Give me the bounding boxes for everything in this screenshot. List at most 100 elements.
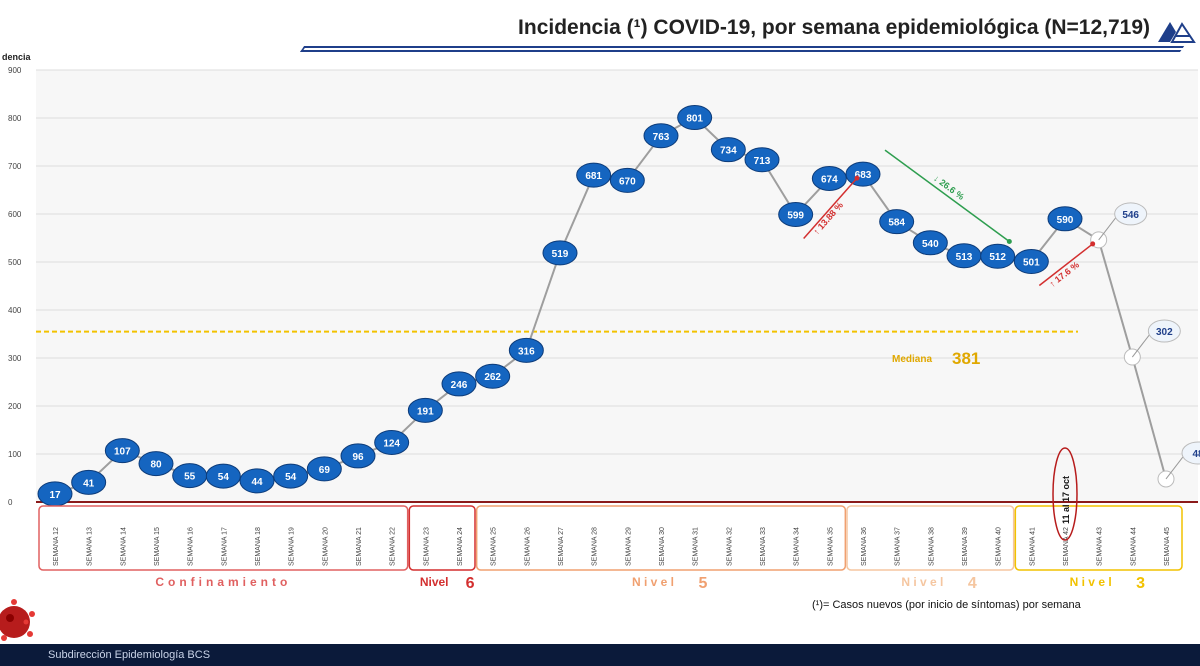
y-tick-label: 100	[8, 450, 22, 459]
data-point	[441, 371, 477, 397]
data-label: 80	[150, 460, 162, 471]
data-label: 763	[653, 132, 670, 143]
data-label: 246	[451, 380, 468, 391]
data-label: 540	[922, 239, 939, 250]
x-tick-label: SEMANA 17	[221, 527, 228, 566]
data-point	[407, 397, 443, 423]
data-label: 513	[956, 252, 973, 263]
y-tick-label: 900	[8, 66, 22, 75]
period-group-number: 6	[466, 575, 475, 592]
data-point	[912, 230, 948, 256]
x-tick-label: SEMANA 21	[356, 527, 363, 566]
data-label: 590	[1057, 215, 1074, 226]
x-tick-label: SEMANA 41	[1029, 527, 1036, 566]
data-label-bubble	[1147, 319, 1181, 343]
period-group-number: 3	[1136, 575, 1145, 592]
title-underline	[300, 46, 1185, 52]
data-label: 584	[888, 218, 905, 229]
x-tick-label: SEMANA 43	[1097, 527, 1104, 566]
x-tick-label: SEMANA 31	[693, 527, 700, 566]
data-label: 599	[787, 210, 804, 221]
period-group-number: 5	[699, 575, 708, 592]
data-label: 519	[552, 249, 569, 260]
y-tick-label: 500	[8, 258, 22, 267]
x-tick-label: SEMANA 42	[1063, 527, 1070, 566]
data-point	[1047, 206, 1083, 232]
trend-arrow-head	[1090, 241, 1096, 247]
data-label: 512	[989, 252, 1006, 263]
data-point	[475, 363, 511, 389]
data-label: 44	[251, 477, 263, 488]
data-point	[104, 438, 140, 464]
data-point	[980, 243, 1016, 269]
period-group-box	[38, 505, 409, 571]
data-label: 681	[585, 171, 602, 182]
median-value: 381	[952, 349, 980, 368]
x-tick-label: SEMANA 24	[457, 527, 464, 566]
data-label: 54	[285, 472, 297, 483]
x-tick-label: SEMANA 37	[895, 527, 902, 566]
x-tick-label: SEMANA 33	[760, 527, 767, 566]
footer-bar: Subdirección Epidemiología BCS	[0, 644, 1200, 666]
data-point	[710, 137, 746, 163]
data-point	[879, 209, 915, 235]
x-tick-label: SEMANA 36	[861, 527, 868, 566]
data-point	[1013, 249, 1049, 275]
chart-title: Incidencia (¹) COVID-19, por semana epid…	[518, 16, 1150, 39]
data-label-bubble	[1114, 202, 1148, 226]
x-tick-label: SEMANA 28	[592, 527, 599, 566]
period-group-name: Confinamiento	[155, 575, 291, 589]
x-tick-label: SEMANA 39	[962, 527, 969, 566]
footnote: (¹)= Casos nuevos (por inicio de síntoma…	[812, 599, 1081, 611]
data-point	[508, 337, 544, 363]
trend-arrow	[1038, 243, 1094, 287]
period-group-box	[475, 505, 847, 571]
data-point	[71, 469, 107, 495]
x-tick-label: SEMANA 22	[390, 527, 397, 566]
x-tick-label: SEMANA 16	[188, 527, 195, 566]
data-point	[677, 105, 713, 131]
data-point	[778, 201, 814, 227]
y-tick-label: 400	[8, 306, 22, 315]
data-label: 54	[218, 472, 230, 483]
data-label: 683	[855, 170, 872, 181]
institution-logo-icon	[1158, 22, 1196, 43]
x-tick-label: SEMANA 29	[625, 527, 632, 566]
data-label: 124	[383, 438, 400, 449]
x-tick-label: SEMANA 45	[1164, 527, 1171, 566]
data-label: 801	[686, 114, 703, 125]
footer-left-text: Subdirección Epidemiología BCS	[48, 649, 211, 661]
data-label: 501	[1023, 258, 1040, 269]
x-tick-label: SEMANA 20	[322, 527, 329, 566]
data-label: 674	[821, 174, 838, 185]
x-tick-label: SEMANA 38	[928, 527, 935, 566]
data-label: 546	[1122, 210, 1139, 221]
y-tick-label: 0	[8, 498, 13, 507]
x-tick-label: SEMANA 34	[794, 527, 801, 566]
data-label: 41	[83, 478, 95, 489]
median-label: Mediana	[892, 354, 932, 365]
trend-arrow	[884, 149, 1010, 243]
x-tick-label: SEMANA 12	[53, 527, 60, 566]
x-tick-label: SEMANA 44	[1130, 527, 1137, 566]
period-group-name: N i v e l	[1070, 575, 1112, 589]
period-group-box	[846, 505, 1015, 571]
x-tick-label: SEMANA 23	[423, 527, 430, 566]
data-point	[643, 123, 679, 149]
data-point	[273, 463, 309, 489]
data-label: 55	[184, 472, 196, 483]
data-point	[306, 456, 342, 482]
data-label: 17	[49, 490, 61, 501]
y-tick-label: 200	[8, 402, 22, 411]
data-label: 316	[518, 346, 535, 357]
data-label: 191	[417, 406, 434, 417]
data-label: 96	[352, 452, 364, 463]
x-tick-label: SEMANA 13	[87, 527, 94, 566]
period-group-box	[1014, 505, 1183, 571]
period-group-name: N i v e l	[901, 575, 943, 589]
y-tick-label: 700	[8, 162, 22, 171]
trend-arrow	[803, 177, 858, 239]
data-label: 302	[1156, 327, 1173, 338]
data-point	[811, 165, 847, 191]
data-point	[340, 443, 376, 469]
